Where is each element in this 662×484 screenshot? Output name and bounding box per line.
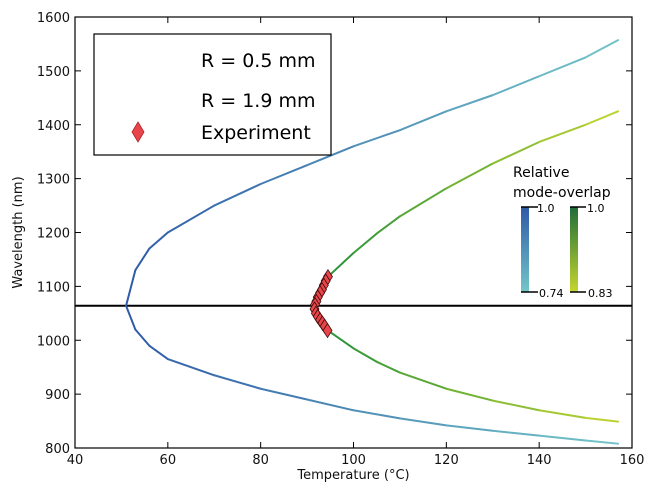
x-tick-label: 80 (252, 453, 269, 468)
series-line-1 (125, 39, 620, 445)
x-tick-label: 100 (341, 453, 366, 468)
colorbar-r19-top-label: 1.0 (587, 202, 605, 215)
y-tick-label: 1400 (37, 119, 70, 134)
colorbar-r05-bottom-label: 0.74 (539, 287, 564, 300)
plot-area (75, 39, 632, 445)
series-1-upper-segment (584, 39, 620, 59)
y-tick-label: 800 (45, 442, 70, 457)
series-2-upper-segment (352, 232, 378, 254)
series-2-upper-segment (445, 162, 494, 190)
series-2-upper-segment (538, 123, 587, 143)
series-1-upper-segment (491, 75, 541, 97)
series-2-lower-segment (445, 387, 494, 402)
legend-label-r05: R = 0.5 mm (201, 50, 315, 72)
legend-marker-experiment (131, 121, 145, 143)
y-tick-label: 900 (45, 388, 70, 403)
series-1-lower-segment (148, 344, 169, 361)
y-tick-label: 1200 (37, 227, 70, 242)
colorbar-group: Relative mode-overlap 1.0 0.74 1.0 0.83 (513, 165, 613, 300)
series-1-lower-segment (259, 387, 309, 401)
x-axis-title: Temperature (°C) (296, 468, 409, 483)
colorbar-r19-bottom-label: 0.83 (588, 287, 613, 300)
series-1-lower-segment (584, 439, 620, 445)
series-1-lower-segment (306, 398, 355, 412)
colorbar-r05 (521, 207, 529, 292)
series-1-lower-segment (352, 409, 401, 420)
series-2-upper-segment (584, 110, 620, 126)
colorbar-title-line2: mode-overlap (513, 185, 611, 201)
y-tick-label: 1000 (37, 334, 70, 349)
series-2-upper-segment (491, 140, 541, 165)
experiment-point (322, 322, 333, 339)
series-2-upper-segment (326, 251, 355, 278)
colorbar-r05-top-label: 1.0 (537, 202, 555, 215)
x-tick-label: 120 (434, 453, 459, 468)
x-tick-label: 60 (160, 453, 177, 468)
series-1-lower-segment (134, 328, 151, 347)
series-2-lower-segment (538, 409, 587, 419)
colorbar-r19 (570, 207, 578, 292)
series-1-upper-segment (398, 110, 448, 132)
legend-label-r19: R = 1.9 mm (201, 90, 315, 112)
series-1-upper-segment (445, 94, 494, 113)
series-2-lower-segment (491, 399, 541, 412)
series-1-upper-segment (166, 204, 216, 234)
series-1-upper-segment (352, 129, 401, 148)
series-1-lower-segment (166, 358, 216, 377)
legend-label-experiment: Experiment (201, 122, 311, 144)
series-1-upper-segment (213, 183, 262, 207)
series-1-lower-segment (491, 429, 541, 437)
x-tick-label: 160 (620, 453, 645, 468)
y-tick-label: 1500 (37, 65, 70, 80)
series-1-lower-segment (213, 374, 262, 390)
series-1-upper-segment (148, 231, 169, 250)
series-1-lower-segment (538, 434, 587, 442)
series-1-upper-segment (259, 164, 309, 186)
series-1-lower-segment (398, 417, 448, 427)
series-1-upper-segment (538, 56, 587, 78)
legend: R = 0.5 mm R = 1.9 mm Experiment (93, 33, 332, 156)
series-2-upper-segment (375, 215, 401, 235)
y-tick-label: 1600 (37, 11, 70, 26)
series-2-lower-segment (398, 371, 448, 390)
series-1-lower-segment (445, 424, 494, 432)
series-2-lower-segment (375, 360, 401, 374)
series-1-lower-segment (125, 304, 137, 331)
series-1-upper-segment (306, 145, 355, 167)
series-line-2 (326, 110, 620, 423)
y-axis-title: Wavelength (nm) (11, 176, 26, 288)
y-tick-label: 1100 (37, 280, 70, 295)
x-tick-label: 140 (527, 453, 552, 468)
series-2-lower-segment (584, 416, 620, 423)
colorbar-title-line1: Relative (513, 165, 569, 181)
axes: 40 60 80 100 120 140 160 800 900 1000 1100 1200 1300… (37, 11, 645, 468)
x-tick-label: 40 (67, 453, 84, 468)
series-2-lower-segment (326, 329, 355, 350)
series-2-lower-segment (352, 347, 378, 363)
series-1-upper-segment (134, 247, 151, 272)
series-1-upper-segment (125, 269, 137, 307)
y-tick-label: 1300 (37, 173, 70, 188)
series-2-upper-segment (398, 187, 448, 218)
